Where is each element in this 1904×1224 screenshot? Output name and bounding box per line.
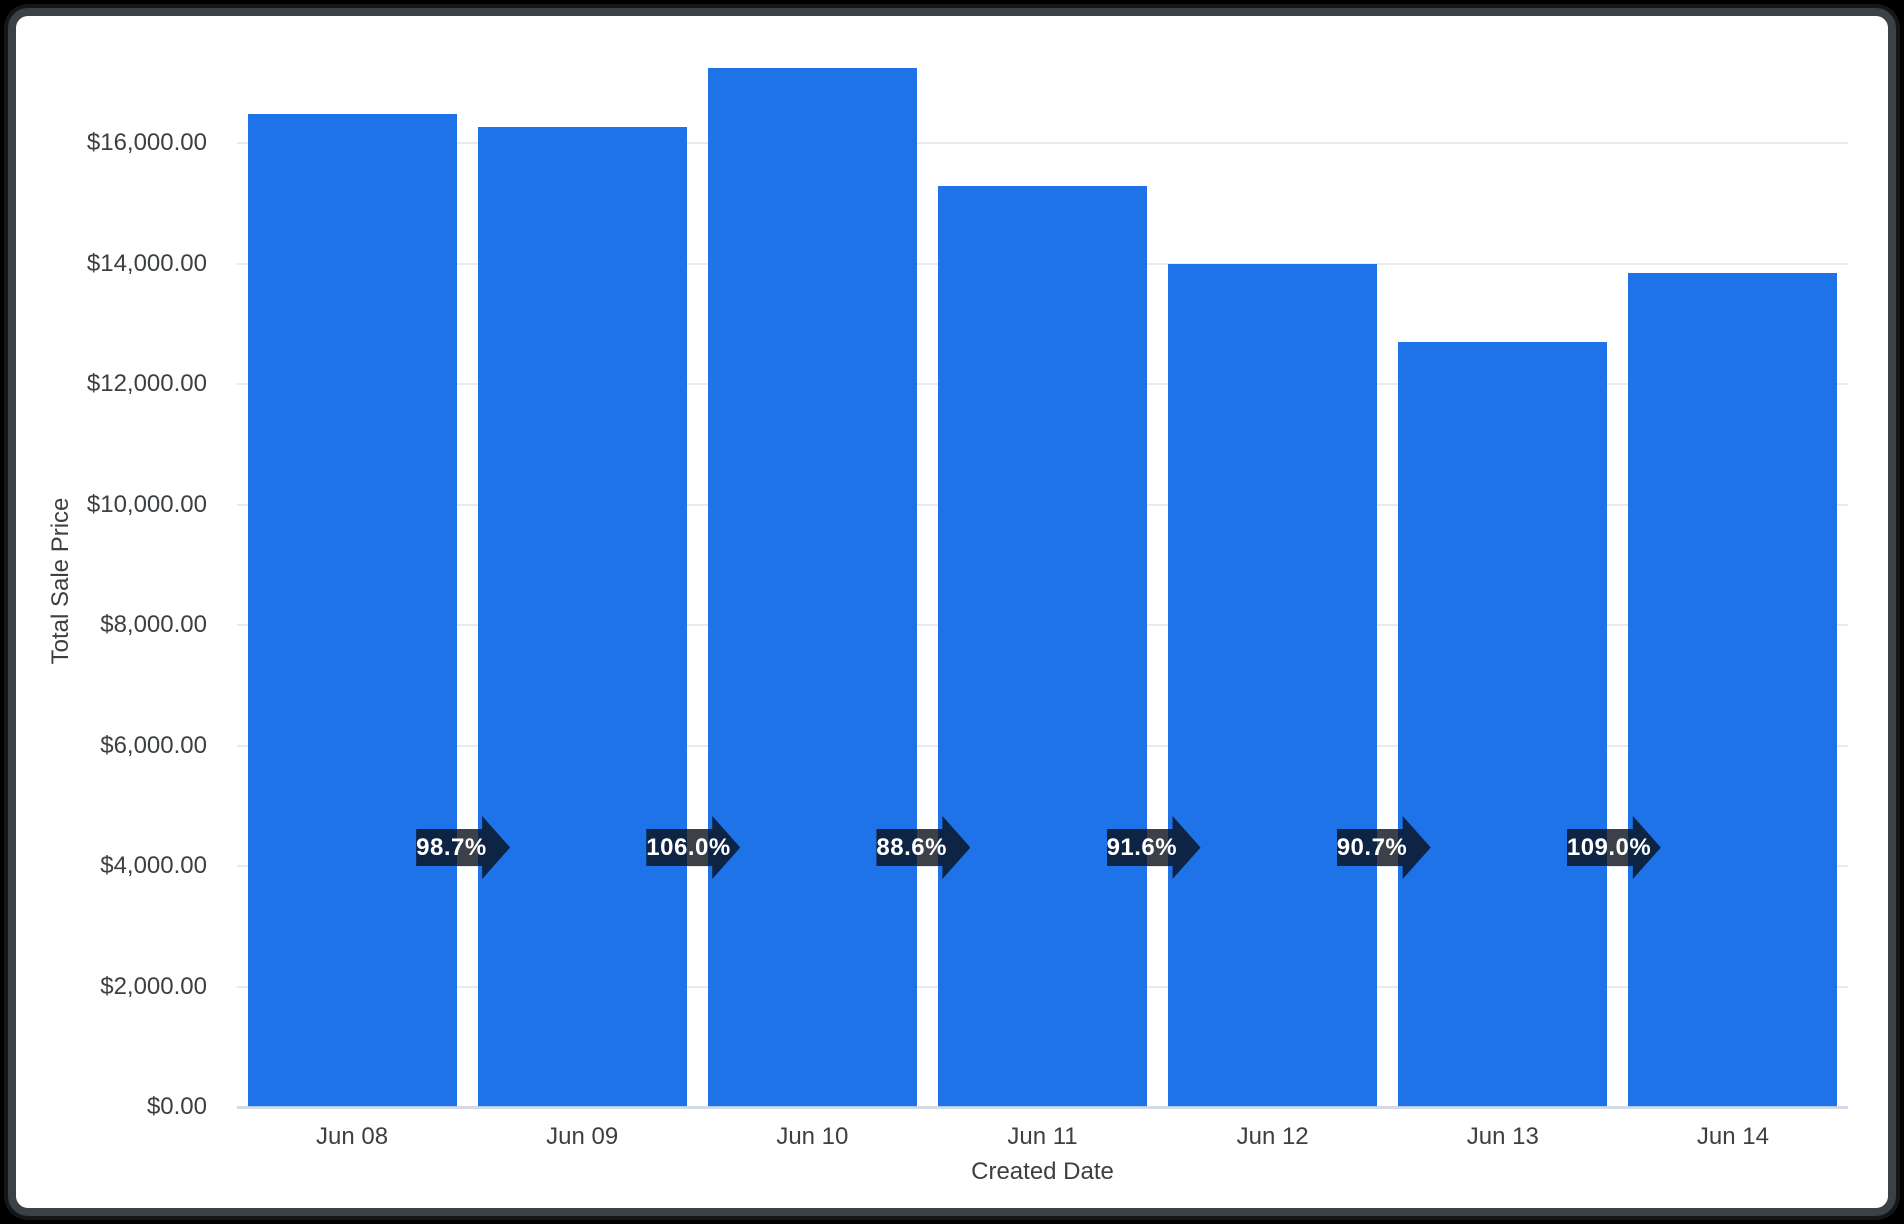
x-tick-label: Jun 09	[546, 1123, 619, 1150]
y-tick-label: $6,000.00	[100, 731, 207, 759]
gridline	[237, 142, 1848, 144]
x-tick-label: Jun 13	[1466, 1123, 1539, 1150]
plot-area: $0.00 $2,000.00 $4,000.00 $6,000.00 $8,000.0…	[16, 16, 1888, 1208]
bar-chart: Total Sale Price Created Date $0.00 $2,00…	[16, 16, 1888, 1208]
bar[interactable]	[1628, 273, 1838, 1107]
growth-percent-label: 90.7%	[1336, 834, 1408, 861]
growth-percent-label: 106.0%	[646, 834, 731, 861]
bar[interactable]	[247, 114, 457, 1107]
bar[interactable]	[938, 186, 1147, 1107]
y-tick-label: $12,000.00	[86, 370, 207, 397]
y-tick-label: $10,000.00	[86, 490, 207, 518]
bar[interactable]	[1398, 341, 1608, 1107]
bar[interactable]	[477, 126, 687, 1107]
growth-percent-label: 98.7%	[416, 834, 487, 861]
growth-percent-label: 91.6%	[1106, 834, 1178, 861]
bar[interactable]	[707, 68, 917, 1107]
y-tick-label: $4,000.00	[100, 852, 207, 879]
chart-frame: Total Sale Price Created Date $0.00 $2,00…	[8, 8, 1896, 1216]
y-tick-label: $8,000.00	[100, 611, 207, 638]
y-tick-label: $14,000.00	[86, 249, 207, 277]
growth-percent-label: 109.0%	[1566, 834, 1652, 861]
y-tick-label: $16,000.00	[86, 129, 207, 156]
x-tick-label: Jun 12	[1236, 1123, 1309, 1150]
y-tick-label: $0.00	[146, 1093, 207, 1120]
bar[interactable]	[1168, 263, 1378, 1107]
x-axis-title: Created Date	[971, 1158, 1114, 1185]
x-tick-label: Jun 10	[776, 1123, 849, 1150]
x-tick-label: Jun 08	[316, 1123, 389, 1150]
x-tick-label: Jun 11	[1007, 1123, 1078, 1150]
x-axis-baseline	[237, 1106, 1848, 1109]
growth-percent-label: 88.6%	[876, 834, 947, 861]
x-tick-label: Jun 14	[1696, 1123, 1769, 1150]
y-tick-label: $2,000.00	[100, 972, 207, 1000]
